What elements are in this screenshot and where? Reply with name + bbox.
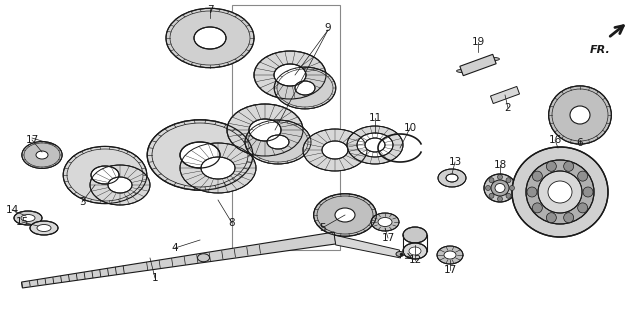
Ellipse shape — [194, 27, 226, 49]
Ellipse shape — [201, 157, 235, 179]
Ellipse shape — [91, 166, 119, 184]
Circle shape — [547, 161, 556, 171]
Text: 14: 14 — [5, 205, 19, 215]
Ellipse shape — [295, 81, 315, 95]
Text: FR.: FR. — [589, 45, 611, 55]
Ellipse shape — [378, 218, 392, 226]
Ellipse shape — [14, 211, 42, 225]
Ellipse shape — [365, 138, 385, 152]
Text: 4: 4 — [172, 243, 179, 253]
Text: 5: 5 — [319, 223, 325, 233]
Ellipse shape — [570, 106, 590, 124]
Circle shape — [547, 213, 556, 223]
Ellipse shape — [371, 213, 399, 231]
Ellipse shape — [444, 251, 456, 259]
Ellipse shape — [227, 104, 303, 156]
Text: 17: 17 — [381, 233, 395, 243]
Ellipse shape — [438, 169, 466, 187]
Ellipse shape — [490, 58, 499, 60]
Ellipse shape — [335, 208, 355, 222]
Ellipse shape — [526, 160, 594, 224]
Ellipse shape — [21, 215, 35, 222]
Ellipse shape — [267, 135, 289, 149]
Ellipse shape — [303, 129, 367, 171]
Circle shape — [532, 171, 542, 181]
Ellipse shape — [274, 67, 336, 109]
Ellipse shape — [437, 246, 463, 264]
Ellipse shape — [347, 126, 403, 164]
Ellipse shape — [274, 64, 306, 86]
Circle shape — [509, 185, 515, 190]
Ellipse shape — [512, 147, 608, 237]
Text: 2: 2 — [505, 103, 511, 113]
Text: 1: 1 — [152, 273, 158, 283]
Polygon shape — [334, 235, 401, 258]
Text: 6: 6 — [577, 138, 583, 148]
Ellipse shape — [538, 171, 582, 213]
Circle shape — [578, 171, 588, 181]
Text: 17: 17 — [444, 265, 456, 275]
Ellipse shape — [36, 151, 48, 159]
Ellipse shape — [403, 227, 427, 243]
Text: 12: 12 — [408, 255, 422, 265]
Ellipse shape — [180, 143, 256, 193]
Polygon shape — [460, 54, 496, 76]
Text: 3: 3 — [79, 197, 85, 207]
Circle shape — [489, 193, 494, 198]
Text: 9: 9 — [324, 23, 332, 33]
Circle shape — [506, 193, 511, 198]
Text: 19: 19 — [472, 37, 484, 47]
Polygon shape — [22, 232, 336, 288]
Ellipse shape — [491, 180, 509, 196]
Ellipse shape — [314, 194, 376, 236]
Text: 13: 13 — [449, 157, 461, 167]
Ellipse shape — [484, 174, 516, 202]
Ellipse shape — [322, 141, 348, 159]
Circle shape — [506, 178, 511, 183]
Ellipse shape — [446, 174, 458, 182]
Circle shape — [486, 185, 490, 190]
Ellipse shape — [180, 142, 220, 168]
Text: 10: 10 — [403, 123, 417, 133]
Ellipse shape — [30, 221, 58, 235]
Text: 17: 17 — [26, 135, 38, 145]
Ellipse shape — [357, 133, 393, 157]
Circle shape — [497, 175, 502, 179]
Ellipse shape — [166, 8, 254, 68]
Text: 8: 8 — [228, 218, 236, 228]
Circle shape — [532, 203, 542, 213]
Circle shape — [564, 213, 573, 223]
Text: 11: 11 — [369, 113, 381, 123]
Ellipse shape — [403, 243, 427, 259]
Circle shape — [489, 178, 494, 183]
Ellipse shape — [396, 252, 404, 257]
Ellipse shape — [254, 51, 326, 99]
Ellipse shape — [409, 247, 421, 255]
Circle shape — [583, 187, 593, 197]
Circle shape — [527, 187, 537, 197]
Ellipse shape — [249, 119, 281, 141]
Text: 16: 16 — [548, 135, 562, 145]
Polygon shape — [490, 86, 520, 104]
Ellipse shape — [456, 70, 467, 73]
Ellipse shape — [147, 120, 253, 190]
Ellipse shape — [90, 165, 150, 205]
Ellipse shape — [22, 142, 62, 169]
Ellipse shape — [548, 181, 572, 203]
Ellipse shape — [198, 254, 209, 262]
Text: 18: 18 — [493, 160, 507, 170]
Ellipse shape — [37, 225, 51, 232]
Text: 7: 7 — [207, 5, 213, 15]
Circle shape — [497, 197, 502, 202]
Text: 15: 15 — [15, 217, 29, 227]
Ellipse shape — [63, 146, 147, 204]
Ellipse shape — [245, 120, 311, 164]
Ellipse shape — [108, 177, 132, 193]
Circle shape — [578, 203, 588, 213]
Ellipse shape — [495, 183, 505, 192]
Ellipse shape — [548, 86, 611, 144]
Circle shape — [564, 161, 573, 171]
